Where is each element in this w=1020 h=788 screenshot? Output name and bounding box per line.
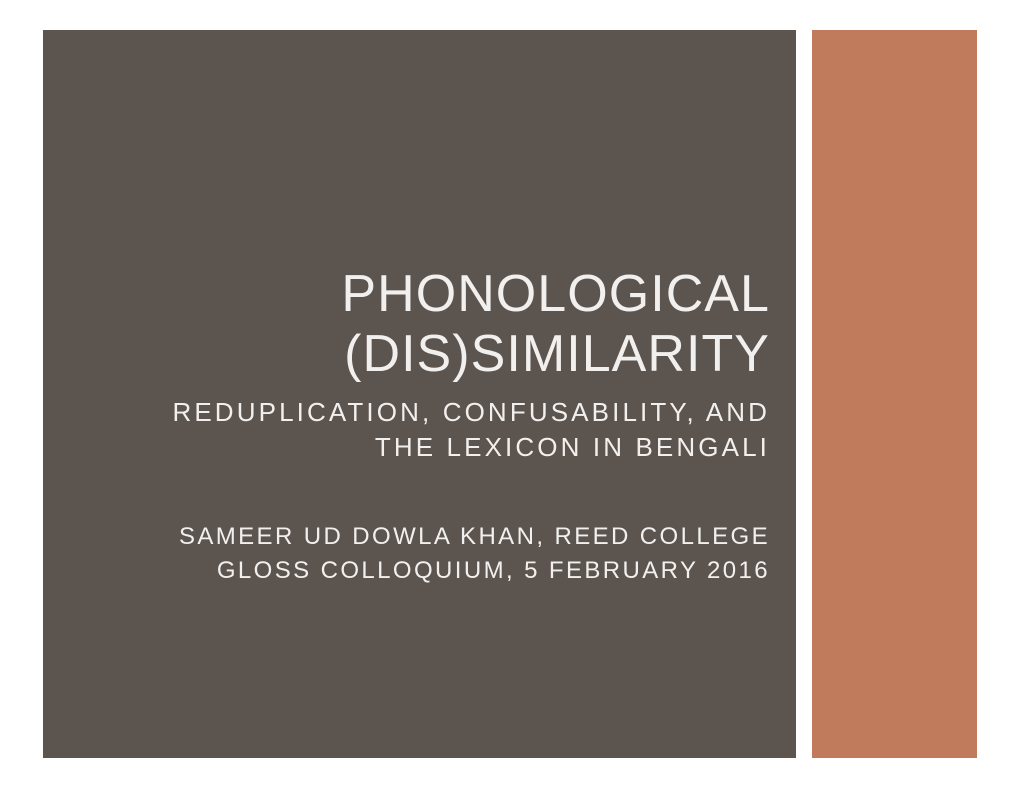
title-line-1: PHONOLOGICAL xyxy=(70,265,770,325)
accent-panel xyxy=(812,30,977,758)
title-line-2: (DIS)SIMILARITY xyxy=(70,325,770,385)
title-block: PHONOLOGICAL (DIS)SIMILARITY REDUPLICATI… xyxy=(70,265,770,465)
subtitle-line-1: REDUPLICATION, CONFUSABILITY, AND xyxy=(70,395,770,430)
slide-title: PHONOLOGICAL (DIS)SIMILARITY REDUPLICATI… xyxy=(0,0,1020,788)
author-line-1: SAMEER UD DOWLA KHAN, REED COLLEGE xyxy=(70,520,770,554)
subtitle-line-2: THE LEXICON IN BENGALI xyxy=(70,430,770,465)
author-block: SAMEER UD DOWLA KHAN, REED COLLEGE GLOSS… xyxy=(70,520,770,587)
author-line-2: GLOSS COLLOQUIUM, 5 FEBRUARY 2016 xyxy=(70,554,770,588)
